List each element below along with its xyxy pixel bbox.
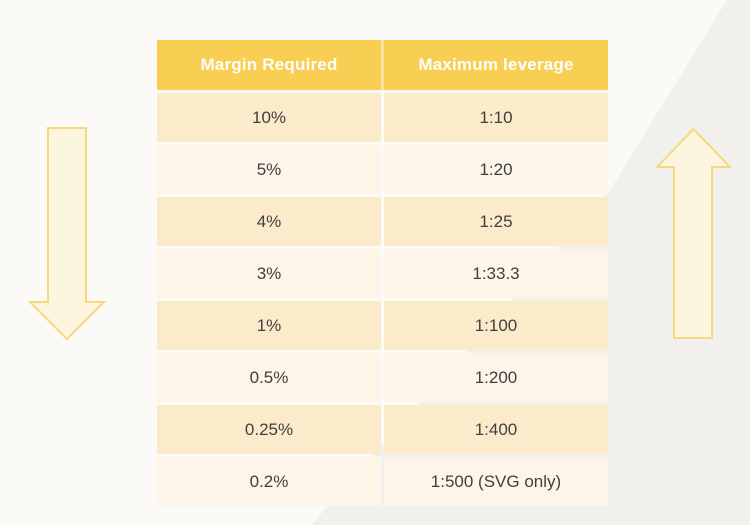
margin-required-cell: 0.2%	[157, 457, 381, 506]
margin-required-cell: 1%	[157, 301, 381, 350]
table-row: 0.2% 1:500 (SVG only)	[157, 457, 608, 506]
table-row: 10% 1:10	[157, 93, 608, 142]
maximum-leverage-cell: 1:10	[384, 93, 608, 142]
table-row: 3% 1:33.3	[157, 249, 608, 298]
maximum-leverage-cell: 1:400	[384, 405, 608, 454]
table-row: 0.25% 1:400	[157, 405, 608, 454]
leverage-table: Margin Required Maximum leverage 10% 1:1…	[157, 40, 608, 506]
table-row: 5% 1:20	[157, 145, 608, 194]
maximum-leverage-cell: 1:33.3	[384, 249, 608, 298]
maximum-leverage-cell: 1:500 (SVG only)	[384, 457, 608, 506]
margin-required-cell: 5%	[157, 145, 381, 194]
maximum-leverage-cell: 1:100	[384, 301, 608, 350]
margin-required-cell: 4%	[157, 197, 381, 246]
maximum-leverage-cell: 1:20	[384, 145, 608, 194]
margin-required-cell: 0.5%	[157, 353, 381, 402]
table-row: 4% 1:25	[157, 197, 608, 246]
down-arrow-icon	[28, 127, 106, 341]
maximum-leverage-cell: 1:200	[384, 353, 608, 402]
column-header-maximum-leverage: Maximum leverage	[384, 40, 608, 90]
maximum-leverage-cell: 1:25	[384, 197, 608, 246]
margin-required-cell: 0.25%	[157, 405, 381, 454]
table-body: 10% 1:10 5% 1:20 4% 1:25 3% 1:33.3 1% 1:…	[157, 93, 608, 506]
table-row: 0.5% 1:200	[157, 353, 608, 402]
margin-required-cell: 3%	[157, 249, 381, 298]
margin-required-cell: 10%	[157, 93, 381, 142]
table-header-row: Margin Required Maximum leverage	[157, 40, 608, 90]
table-row: 1% 1:100	[157, 301, 608, 350]
up-arrow-icon	[655, 127, 732, 339]
column-header-margin-required: Margin Required	[157, 40, 381, 90]
